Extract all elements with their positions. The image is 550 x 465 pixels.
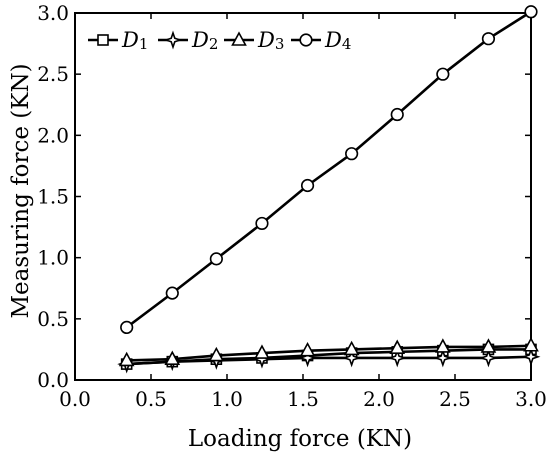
x-axis-title: Loading force (KN) (188, 426, 412, 452)
y-tick-label: 1.0 (37, 246, 69, 270)
data-point-d2 (433, 348, 453, 368)
x-tick-label: 2.0 (363, 387, 395, 411)
legend-marker (97, 34, 109, 46)
series-line-d3 (126, 344, 532, 362)
plot-frame (74, 12, 532, 381)
data-point-d3 (118, 351, 135, 367)
data-point-d4 (165, 286, 179, 300)
data-point-d4 (209, 252, 223, 266)
legend-label-main: D (257, 28, 275, 52)
data-point-d3 (480, 338, 497, 353)
data-point-d2 (387, 348, 407, 368)
legend-label-subscript: 4 (342, 35, 352, 53)
data-point-d4 (345, 147, 359, 161)
x-tick-label: 1.0 (211, 387, 243, 411)
x-tick-label: 3.0 (515, 387, 547, 411)
legend-label-main: D (191, 28, 209, 52)
data-point-d2 (478, 348, 498, 368)
data-point-d3 (389, 339, 406, 354)
legend-label: D4 (324, 28, 351, 53)
legend-label-main: D (324, 28, 342, 52)
legend-item-d4: D4 (291, 28, 351, 53)
series-line-d2 (126, 355, 532, 366)
data-point-d4 (390, 107, 404, 122)
y-axis-title: Measuring force (KN) (8, 63, 34, 318)
y-tick-label: 2.0 (37, 123, 69, 147)
x-tick-label: 1.5 (287, 387, 319, 411)
series-d2 (117, 347, 541, 374)
data-point-d3 (254, 344, 270, 359)
legend-marker (299, 33, 313, 47)
legend-item-d2: D2 (158, 28, 218, 53)
y-tick-label: 1.5 (37, 185, 69, 209)
series-line-d4 (125, 10, 532, 329)
data-point-d2 (342, 348, 362, 368)
legend-label-main: D (121, 28, 139, 52)
data-point-d3 (299, 341, 316, 357)
data-point-d4 (436, 67, 450, 81)
data-point-d4 (120, 320, 134, 334)
data-point-d3 (343, 340, 360, 356)
legend-label-subscript: 2 (209, 35, 219, 53)
legend-marker (163, 30, 183, 50)
y-tick-label: 0.5 (37, 307, 69, 331)
y-tick-label: 0.0 (37, 368, 69, 392)
x-tick-label: 2.5 (439, 387, 471, 411)
legend-label-subscript: 1 (139, 35, 149, 53)
legend-label: D1 (121, 28, 148, 53)
legend-label-subscript: 3 (275, 35, 285, 53)
legend-marker (231, 31, 247, 46)
series-d4 (120, 5, 538, 334)
legend-label: D2 (191, 28, 218, 53)
data-point-d3 (523, 337, 539, 352)
data-point-d2 (298, 348, 318, 368)
legend-item-d3: D3 (224, 28, 284, 53)
series-d3 (118, 337, 539, 367)
x-tick-label: 0.5 (135, 387, 167, 411)
x-tick-label: 0.0 (59, 387, 91, 411)
data-point-d4 (300, 178, 315, 193)
legend-label: D3 (257, 28, 284, 53)
data-point-d3 (208, 346, 225, 362)
legend-item-d1: D1 (88, 28, 148, 53)
data-point-d3 (434, 338, 451, 353)
data-point-d4 (255, 216, 269, 231)
data-point-d4 (481, 32, 496, 46)
y-tick-label: 2.5 (37, 62, 69, 86)
data-point-d3 (164, 350, 181, 366)
data-point-d2 (521, 347, 541, 367)
data-point-d4 (524, 5, 538, 19)
y-tick-label: 3.0 (37, 1, 69, 25)
